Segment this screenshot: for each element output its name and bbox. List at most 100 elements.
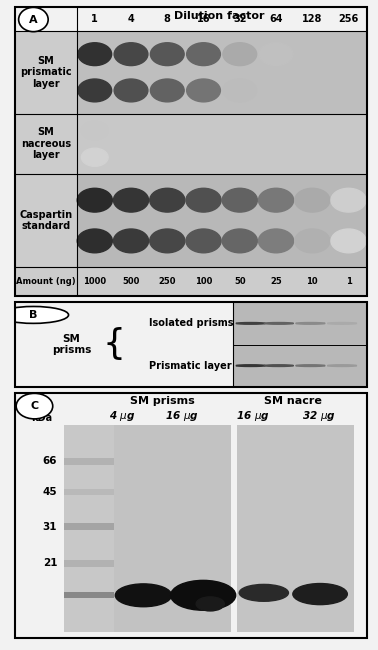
Ellipse shape — [259, 188, 294, 212]
Ellipse shape — [171, 580, 236, 610]
FancyBboxPatch shape — [64, 424, 113, 632]
Text: 16 $\mu$g: 16 $\mu$g — [235, 409, 269, 423]
Text: Isolated prisms: Isolated prisms — [149, 318, 233, 328]
FancyBboxPatch shape — [15, 266, 367, 296]
FancyBboxPatch shape — [64, 489, 113, 495]
Text: 100: 100 — [195, 277, 212, 286]
Ellipse shape — [259, 229, 294, 253]
FancyBboxPatch shape — [64, 560, 113, 567]
Text: kDa: kDa — [31, 413, 52, 423]
Text: 4: 4 — [128, 14, 135, 23]
Ellipse shape — [150, 188, 185, 212]
Text: 256: 256 — [338, 14, 359, 23]
Text: Caspartin
standard: Caspartin standard — [20, 210, 73, 231]
Ellipse shape — [223, 43, 257, 66]
Circle shape — [16, 393, 53, 419]
Text: 21: 21 — [43, 558, 57, 568]
FancyBboxPatch shape — [15, 31, 77, 114]
Text: 31: 31 — [43, 521, 57, 532]
Text: SM
prismatic
layer: SM prismatic layer — [20, 56, 72, 89]
Text: 500: 500 — [122, 277, 140, 286]
Ellipse shape — [113, 188, 149, 212]
Ellipse shape — [264, 322, 294, 324]
Ellipse shape — [331, 188, 366, 212]
FancyBboxPatch shape — [233, 302, 367, 387]
Text: 32: 32 — [233, 14, 246, 23]
Ellipse shape — [236, 322, 265, 324]
Ellipse shape — [81, 122, 108, 140]
Text: 1000: 1000 — [83, 277, 106, 286]
Text: SM prisms: SM prisms — [130, 396, 195, 406]
Text: SM
prisms: SM prisms — [52, 333, 91, 356]
Text: 10: 10 — [307, 277, 318, 286]
Text: 1: 1 — [91, 14, 98, 23]
Ellipse shape — [327, 365, 357, 367]
Ellipse shape — [296, 322, 325, 324]
Text: B: B — [29, 310, 37, 320]
Text: Dilution factor: Dilution factor — [174, 11, 264, 21]
Text: A: A — [29, 14, 38, 25]
FancyBboxPatch shape — [64, 458, 113, 465]
Ellipse shape — [196, 597, 224, 611]
Ellipse shape — [150, 43, 184, 66]
Ellipse shape — [239, 584, 288, 601]
Ellipse shape — [77, 229, 112, 253]
Ellipse shape — [150, 79, 184, 102]
Circle shape — [0, 307, 68, 324]
Text: SM
nacreous
layer: SM nacreous layer — [21, 127, 71, 161]
FancyBboxPatch shape — [77, 114, 367, 174]
FancyBboxPatch shape — [64, 523, 113, 530]
Text: 45: 45 — [43, 487, 57, 497]
Ellipse shape — [187, 79, 220, 102]
Text: 8: 8 — [164, 14, 171, 23]
Text: 16 $\mu$g: 16 $\mu$g — [165, 409, 199, 423]
Ellipse shape — [186, 229, 221, 253]
FancyBboxPatch shape — [15, 174, 77, 266]
Text: {: { — [102, 328, 125, 361]
Ellipse shape — [264, 365, 294, 367]
Ellipse shape — [327, 322, 357, 324]
Circle shape — [19, 7, 48, 32]
Ellipse shape — [77, 188, 112, 212]
Text: 4 $\mu$g: 4 $\mu$g — [109, 409, 136, 423]
Ellipse shape — [296, 365, 325, 367]
Ellipse shape — [187, 43, 220, 66]
Ellipse shape — [150, 229, 185, 253]
Ellipse shape — [81, 148, 108, 166]
Text: Prismatic layer: Prismatic layer — [149, 361, 231, 371]
FancyBboxPatch shape — [77, 31, 367, 114]
Text: 32 $\mu$g: 32 $\mu$g — [302, 409, 336, 423]
Ellipse shape — [114, 43, 148, 66]
Ellipse shape — [115, 584, 172, 606]
Ellipse shape — [223, 79, 257, 102]
Text: C: C — [30, 401, 39, 411]
Ellipse shape — [114, 79, 148, 102]
Ellipse shape — [236, 365, 265, 367]
Ellipse shape — [222, 188, 257, 212]
Ellipse shape — [78, 79, 112, 102]
Ellipse shape — [78, 43, 112, 66]
Ellipse shape — [113, 229, 149, 253]
FancyBboxPatch shape — [15, 114, 77, 174]
Text: 64: 64 — [269, 14, 283, 23]
Ellipse shape — [186, 188, 221, 212]
Text: 1: 1 — [345, 277, 352, 286]
Ellipse shape — [295, 188, 330, 212]
Ellipse shape — [222, 229, 257, 253]
FancyBboxPatch shape — [113, 424, 231, 632]
FancyBboxPatch shape — [237, 424, 354, 632]
Text: 128: 128 — [302, 14, 322, 23]
Text: 16: 16 — [197, 14, 210, 23]
Text: Amount (ng): Amount (ng) — [16, 277, 76, 286]
Ellipse shape — [293, 584, 347, 605]
Ellipse shape — [259, 43, 293, 66]
FancyBboxPatch shape — [64, 592, 113, 599]
Text: SM nacre: SM nacre — [264, 396, 322, 406]
Text: 250: 250 — [158, 277, 176, 286]
Text: 25: 25 — [270, 277, 282, 286]
Text: 50: 50 — [234, 277, 246, 286]
Ellipse shape — [295, 229, 330, 253]
Ellipse shape — [331, 229, 366, 253]
FancyBboxPatch shape — [77, 174, 367, 266]
Text: 66: 66 — [43, 456, 57, 467]
